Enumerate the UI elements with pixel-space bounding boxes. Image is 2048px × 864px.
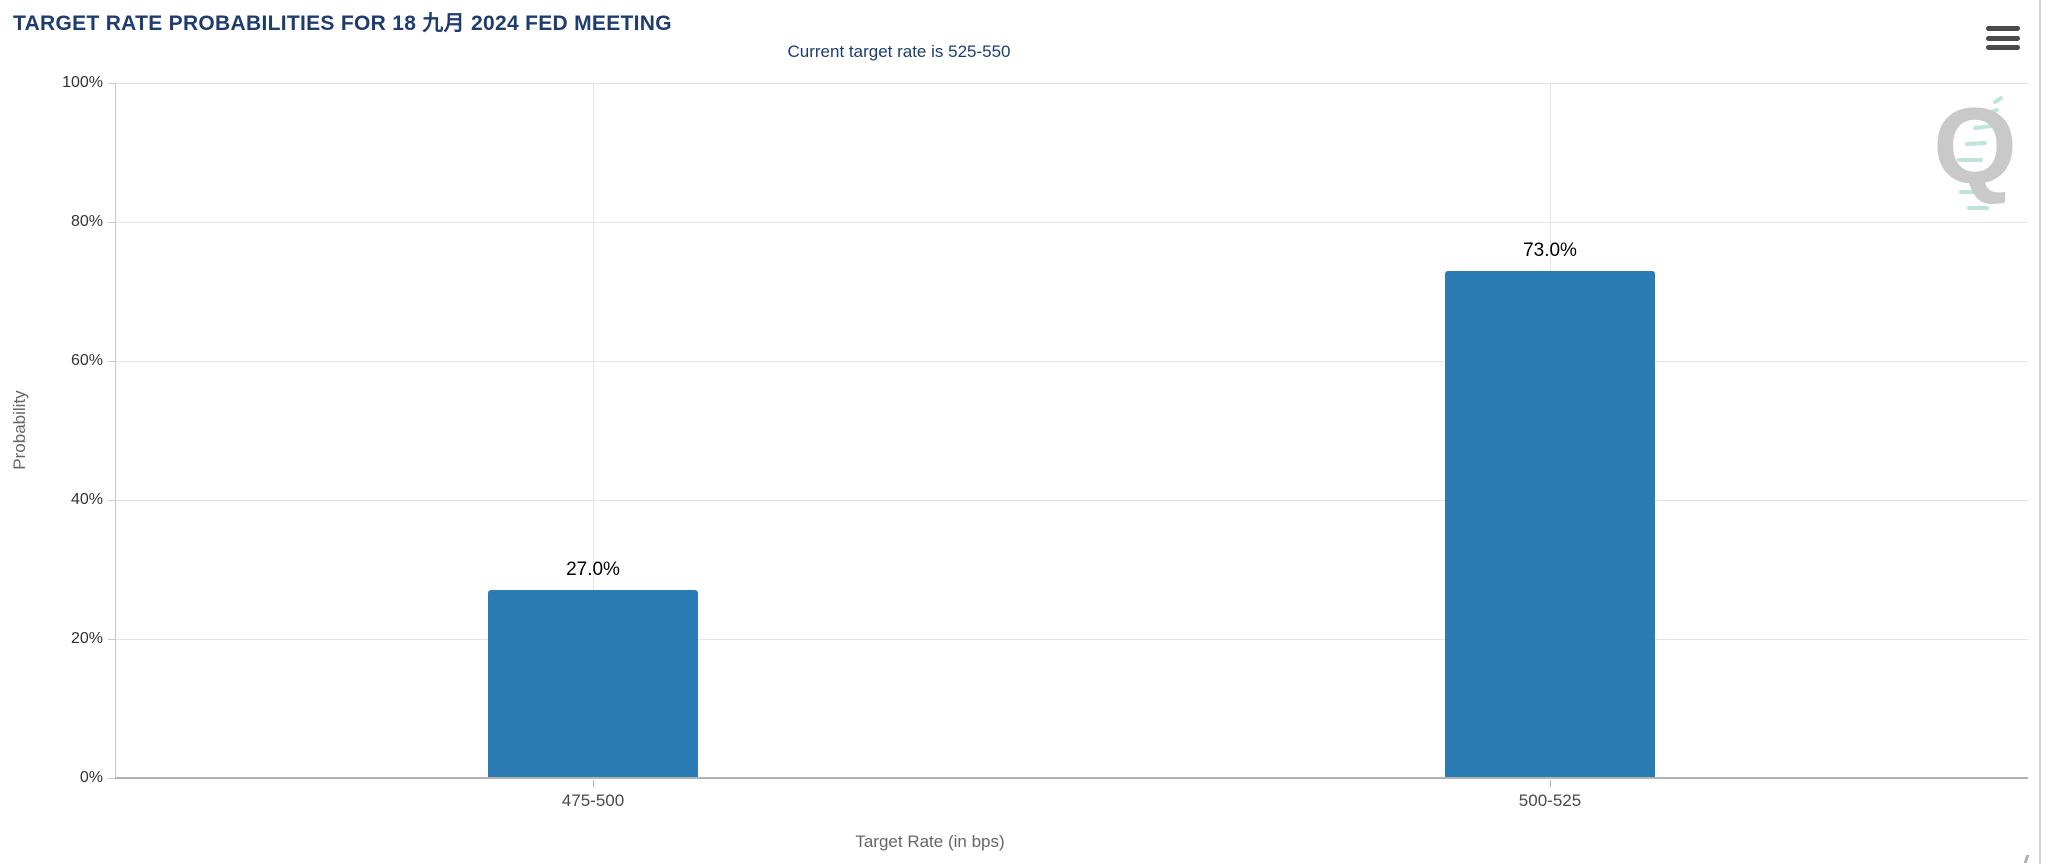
x-axis-tick xyxy=(1550,780,1551,787)
bar-value-label: 73.0% xyxy=(1523,240,1577,261)
x-category-label: 475-500 xyxy=(561,791,625,810)
hamburger-menu-icon xyxy=(1986,26,2020,31)
y-tick-label: 40% xyxy=(70,491,103,508)
chart-subtitle: Current target rate is 525-550 xyxy=(787,42,1011,61)
hamburger-menu-icon xyxy=(1986,45,2020,50)
y-axis-tick xyxy=(108,639,115,640)
right-scrollbar-border xyxy=(2039,0,2041,864)
y-gridline xyxy=(115,83,2028,84)
y-gridline xyxy=(115,639,2028,640)
y-tick-label: 60% xyxy=(70,352,103,369)
x-axis-title: Target Rate (in bps) xyxy=(855,832,1005,851)
x-category-label: 500-525 xyxy=(1518,791,1582,810)
quikstrike-watermark: Q xyxy=(1933,88,2045,218)
watermark-q-letter: Q xyxy=(1932,85,2017,206)
y-tick-label: 80% xyxy=(70,213,103,230)
bar-value-label: 27.0% xyxy=(566,559,620,580)
bar-500-525[interactable] xyxy=(1445,271,1655,778)
x-gridline xyxy=(593,83,594,778)
chart-context-menu-button[interactable] xyxy=(1986,26,2020,50)
chart-title: TARGET RATE PROBABILITIES FOR 18 九月 2024… xyxy=(13,12,672,35)
y-axis-line xyxy=(115,83,116,778)
y-axis-tick xyxy=(108,222,115,223)
y-tick-label: 100% xyxy=(62,74,103,91)
y-axis-tick xyxy=(108,83,115,84)
y-axis-tick xyxy=(108,500,115,501)
y-tick-label: 0% xyxy=(79,769,103,786)
x-axis-tick xyxy=(593,780,594,787)
y-tick-label: 20% xyxy=(70,630,103,647)
bar-475-500[interactable] xyxy=(488,590,698,778)
watermark-speed-lines-icon xyxy=(1953,96,2003,210)
y-axis-tick xyxy=(108,361,115,362)
y-gridline xyxy=(115,500,2028,501)
x-axis-line xyxy=(115,777,2028,779)
y-axis-title: Probability xyxy=(10,390,29,470)
hamburger-menu-icon xyxy=(1986,35,2020,41)
y-gridline xyxy=(115,222,2028,223)
y-gridline xyxy=(115,361,2028,362)
y-axis-tick xyxy=(108,778,115,779)
